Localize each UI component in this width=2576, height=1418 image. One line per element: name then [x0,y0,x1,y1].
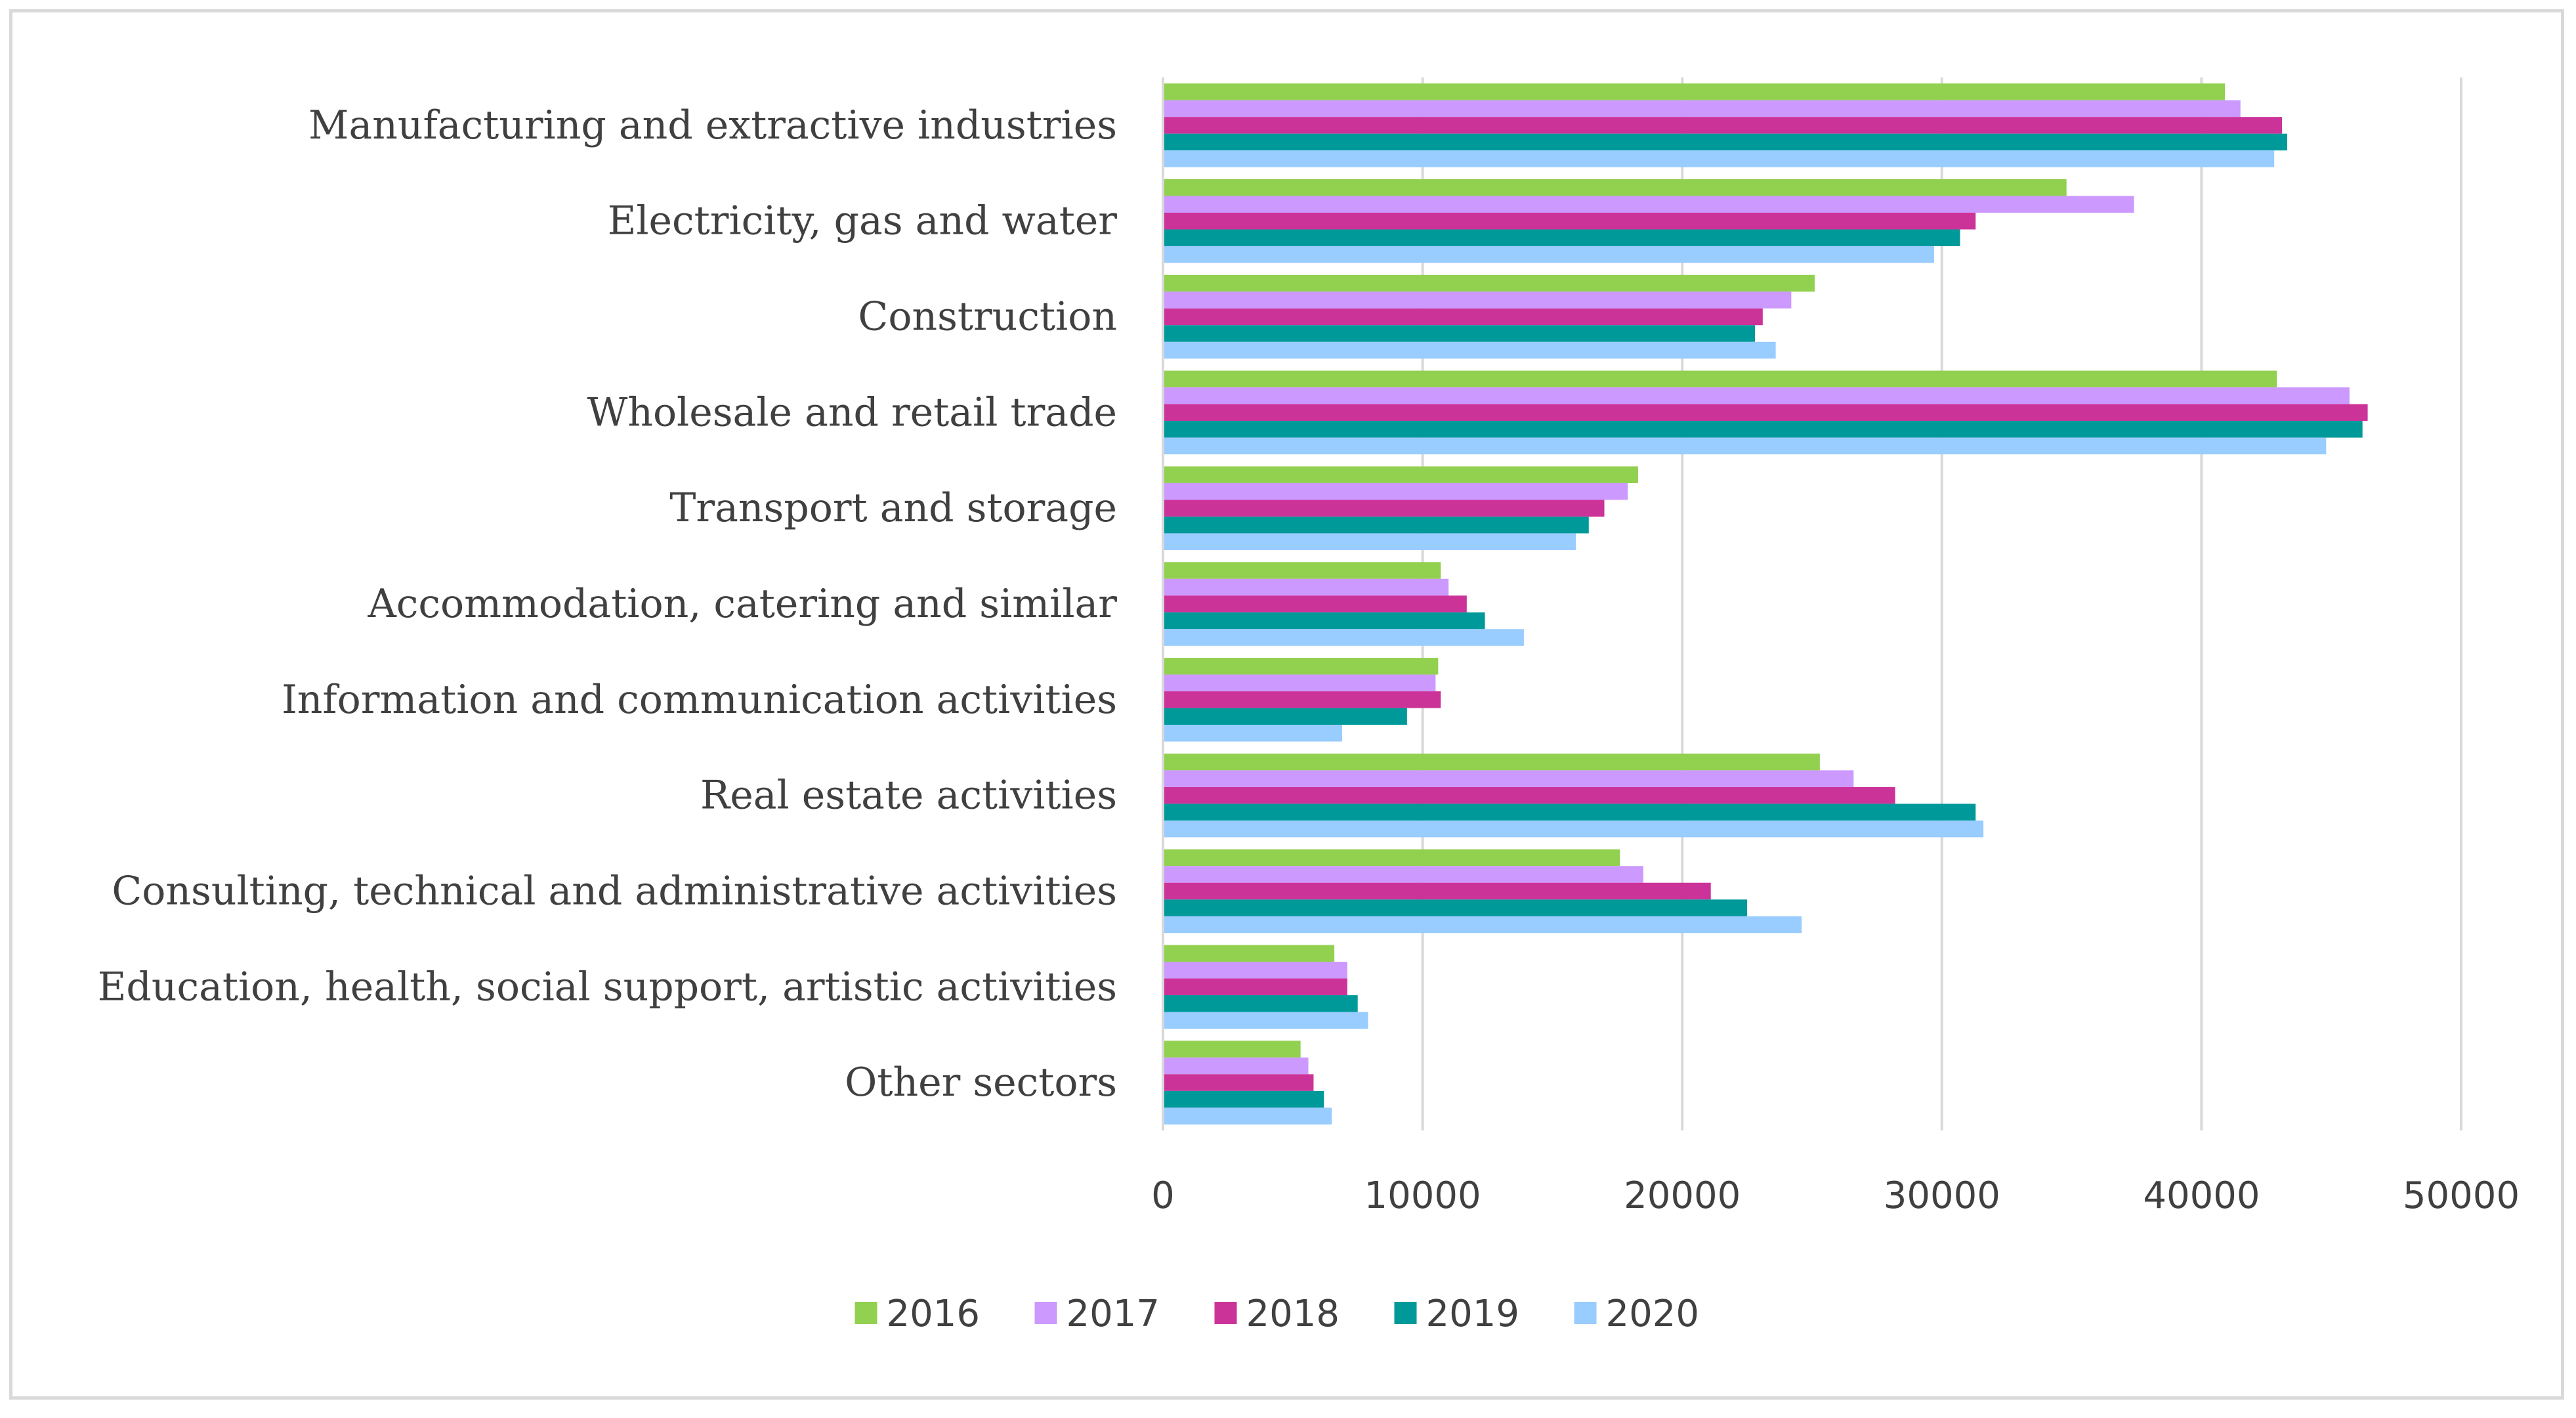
bar-2016 [1163,466,1638,483]
bars [1163,83,2368,1125]
bar-2017 [1163,196,2134,213]
category-label: Electricity, gas and water [608,198,1118,244]
category-label: Construction [858,294,1117,340]
bar-2017 [1163,770,1854,787]
bar-2018 [1163,500,1605,517]
legend-swatch [1574,1302,1597,1324]
category-label: Education, health, social support, artis… [98,964,1117,1010]
bar-2017 [1163,578,1449,596]
legend-swatch [1034,1302,1057,1324]
legend-item-2017: 2017 [1034,1293,1160,1335]
bar-2016 [1163,274,1815,292]
category-labels: Manufacturing and extractive industries E… [98,102,1118,1106]
x-tick-label: 0 [1151,1174,1175,1217]
x-tick-label: 50000 [2403,1174,2520,1217]
bar-2020 [1163,1012,1368,1029]
legend: 2016 2017 2018 2019 2020 [855,1293,1700,1335]
bar-2019 [1163,612,1485,630]
legend-swatch [855,1302,877,1324]
bar-2019 [1163,421,2363,438]
bar-2018 [1163,404,2368,421]
category-label: Real estate activities [700,773,1117,819]
bar-2019 [1163,516,1589,534]
bar-2019 [1163,899,1748,916]
bar-2020 [1163,246,1934,263]
bar-2019 [1163,995,1358,1012]
x-tick-label: 40000 [2143,1174,2260,1217]
bar-2016 [1163,849,1620,867]
bar-2018 [1163,786,1895,804]
category-label: Accommodation, catering and similar [367,581,1117,627]
bar-2020 [1163,533,1576,550]
bar-2018 [1163,595,1467,612]
bar-2016 [1163,83,2226,100]
legend-swatch [1214,1302,1237,1324]
bar-2017 [1163,866,1643,883]
bar-2019 [1163,1090,1324,1108]
bar-2020 [1163,437,2327,455]
bar-2020 [1163,1107,1332,1125]
x-tick-label: 20000 [1624,1174,1741,1217]
bar-2019 [1163,229,1960,246]
bar-2018 [1163,978,1347,996]
bar-2017 [1163,387,2350,404]
bar-2019 [1163,325,1755,342]
x-tick-label: 30000 [1884,1174,2000,1217]
bar-2019 [1163,708,1407,725]
bar-2020 [1163,725,1342,742]
legend-swatch [1394,1302,1417,1324]
category-label: Other sectors [845,1060,1117,1106]
category-label: Wholesale and retail trade [587,389,1117,435]
bar-2016 [1163,945,1335,962]
bar-2018 [1163,308,1763,326]
bar-2017 [1163,291,1792,309]
legend-label: 2018 [1246,1293,1340,1335]
bar-2016 [1163,1041,1301,1058]
category-label: Consulting, technical and administrative… [112,868,1117,914]
bar-2017 [1163,100,2241,118]
legend-item-2016: 2016 [855,1293,981,1335]
bar-2017 [1163,483,1628,500]
category-label: Information and communication activities [282,677,1117,723]
legend-label: 2020 [1606,1293,1700,1335]
bar-2018 [1163,691,1441,708]
legend-label: 2019 [1426,1293,1520,1335]
bar-2018 [1163,1074,1314,1091]
bar-2020 [1163,629,1524,646]
bar-2018 [1163,212,1976,230]
bar-2020 [1163,916,1802,934]
bar-2016 [1163,562,1441,579]
bar-2020 [1163,341,1776,359]
category-label: Transport and storage [669,485,1117,531]
bar-2016 [1163,658,1439,675]
bar-2016 [1163,370,2277,388]
bar-2019 [1163,133,2287,151]
legend-item-2019: 2019 [1394,1293,1520,1335]
bar-2019 [1163,804,1976,821]
bar-2018 [1163,882,1711,900]
bar-2017 [1163,1057,1309,1075]
bar-2017 [1163,674,1436,692]
legend-item-2020: 2020 [1574,1293,1700,1335]
bar-2020 [1163,820,1984,838]
bar-2016 [1163,753,1820,771]
bar-2017 [1163,962,1347,979]
category-label: Manufacturing and extractive industries [308,102,1117,148]
x-tick-labels: 0 10000 20000 30000 40000 50000 [1151,1174,2520,1217]
bar-2018 [1163,117,2283,134]
bar-2016 [1163,179,2067,196]
legend-label: 2017 [1066,1293,1160,1335]
legend-item-2018: 2018 [1214,1293,1340,1335]
legend-label: 2016 [887,1293,981,1335]
bar-2020 [1163,150,2275,167]
x-tick-label: 10000 [1364,1174,1481,1217]
